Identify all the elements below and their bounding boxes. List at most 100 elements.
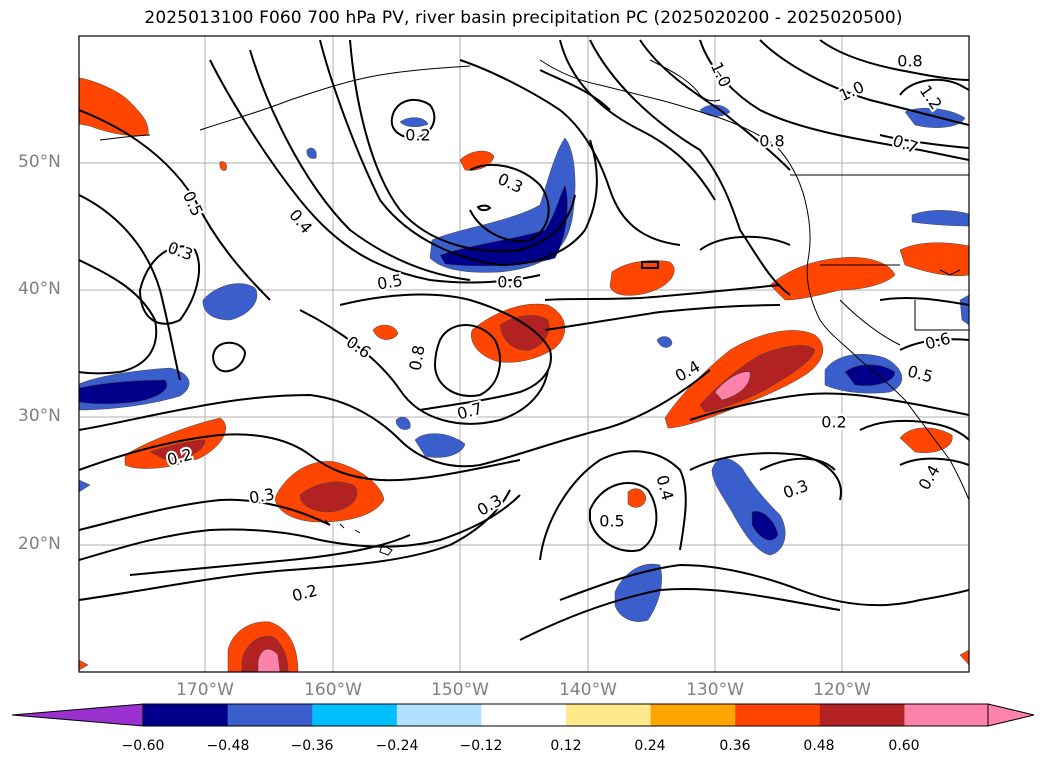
precip-fill-region (414, 433, 466, 458)
contour-label: 0.5 (376, 270, 404, 293)
contour-label-halo: 0.8 (897, 52, 922, 71)
contour-label-halo: 0.2 (405, 126, 430, 145)
pv-contour-line (544, 284, 781, 301)
lon-tick-label: 140°W (559, 680, 617, 700)
precip-fill-region (711, 458, 786, 556)
precip-fill-region (959, 294, 969, 326)
colorbar-label: −0.36 (290, 738, 334, 754)
pv-contour-line (699, 39, 969, 161)
precip-fill-region (124, 417, 226, 469)
contour-label: 0.4 (915, 462, 944, 494)
precip-fill-region (219, 161, 227, 171)
pv-contour-line (639, 39, 791, 171)
pv-contour-line (249, 49, 471, 281)
pv-contour-line (699, 235, 791, 251)
pv-contour-line (79, 259, 158, 375)
map-layers (79, 36, 969, 672)
precip-fills (79, 77, 969, 672)
pv-contour-line (79, 498, 331, 531)
precip-fill-region (714, 371, 751, 401)
pv-contour-line (589, 481, 658, 552)
contour-label: 0.2 (405, 126, 430, 145)
lat-tick-label: 50°N (18, 152, 61, 172)
gridlines (79, 36, 969, 672)
precip-fill-region (202, 283, 258, 321)
coastline (939, 269, 961, 276)
lon-tick-label: 160°W (304, 680, 362, 700)
colorbar-segment (904, 704, 988, 726)
precip-fill-region (149, 439, 206, 463)
coastline (804, 199, 969, 501)
precip-fill-region (769, 257, 896, 301)
pv-contour-line (390, 98, 436, 140)
pv-contour-line (79, 194, 181, 381)
colorbar-label: 0.24 (634, 738, 666, 754)
pv-contour-line (79, 489, 511, 601)
contour-label: 0.8 (759, 132, 784, 151)
pv-contour-line (689, 452, 842, 501)
coastline (324, 519, 393, 556)
pv-contour-line (539, 69, 611, 111)
precip-fill-region (627, 488, 647, 508)
contour-label: 0.4 (285, 206, 316, 238)
pv-contour-line (476, 204, 492, 212)
coastlines (99, 59, 969, 556)
contour-label: 0.6 (923, 329, 953, 354)
contour-label: 0.7 (890, 131, 920, 158)
pv-contour-line (79, 369, 711, 468)
colorbar-extend-high (987, 703, 1035, 727)
colorbar-label: 0.60 (888, 738, 920, 754)
precip-fill-region (609, 260, 675, 296)
precip-fill-region (79, 77, 149, 136)
contour-label: 0.3 (248, 484, 276, 507)
contour-label: 0.8 (405, 344, 428, 372)
pv-contour-line (879, 134, 969, 149)
lat-tick-label: 40°N (18, 279, 61, 299)
colorbar-segment (650, 704, 736, 726)
precip-fill-region (395, 417, 411, 430)
coastline (99, 134, 151, 141)
contour-label: 0.4 (652, 473, 677, 503)
precip-fill-region (306, 147, 317, 159)
pv-contour-line (79, 109, 271, 301)
precip-fill-region (699, 104, 731, 117)
contour-label-halo: 0.2 (821, 413, 846, 432)
precip-fill-region (399, 117, 429, 127)
contour-label: 1.0 (836, 77, 867, 105)
pv-contour-line (519, 588, 841, 641)
pv-contour-line (859, 419, 969, 441)
pv-contour-line (544, 304, 781, 331)
pv-contour-line (469, 164, 550, 242)
colorbar-segment (143, 704, 229, 726)
pv-contour-line (589, 39, 791, 296)
colorbar (11, 703, 1035, 727)
pv-contour-line (212, 341, 247, 373)
pv-contour-line (539, 450, 687, 561)
contour-label: 0.3 (165, 238, 195, 265)
colorbar-segment (566, 704, 652, 726)
pv-contour-line (819, 39, 969, 81)
pv-contour-line (433, 324, 501, 397)
pv-contour-line (79, 433, 521, 482)
pv-contour-line (879, 296, 969, 306)
lat-tick-label: 30°N (18, 406, 61, 426)
coastline (539, 59, 806, 201)
pv-contour-line (459, 59, 681, 246)
pv-contour-line (899, 457, 969, 466)
precip-fill-region (79, 659, 89, 671)
lon-tick-label: 170°W (176, 680, 234, 700)
colorbar-segment (396, 704, 482, 726)
colorbar-label: −0.60 (121, 738, 165, 754)
precip-fill-region (79, 379, 168, 405)
pv-contour-line (899, 78, 969, 96)
precip-fill-region (257, 648, 281, 672)
contour-label-halo: 0.6 (497, 273, 522, 292)
contour-label-halo: 0.8 (759, 132, 784, 151)
precip-fill-region (899, 427, 953, 453)
lat-tick-label: 20°N (18, 534, 61, 554)
colorbar-label: −0.24 (375, 738, 419, 754)
contour-label-halo: 0.5 (599, 512, 624, 531)
contour-label: 0.2 (821, 413, 846, 432)
pv-contour-line (138, 245, 200, 325)
colorbar-label: 0.48 (803, 738, 835, 754)
